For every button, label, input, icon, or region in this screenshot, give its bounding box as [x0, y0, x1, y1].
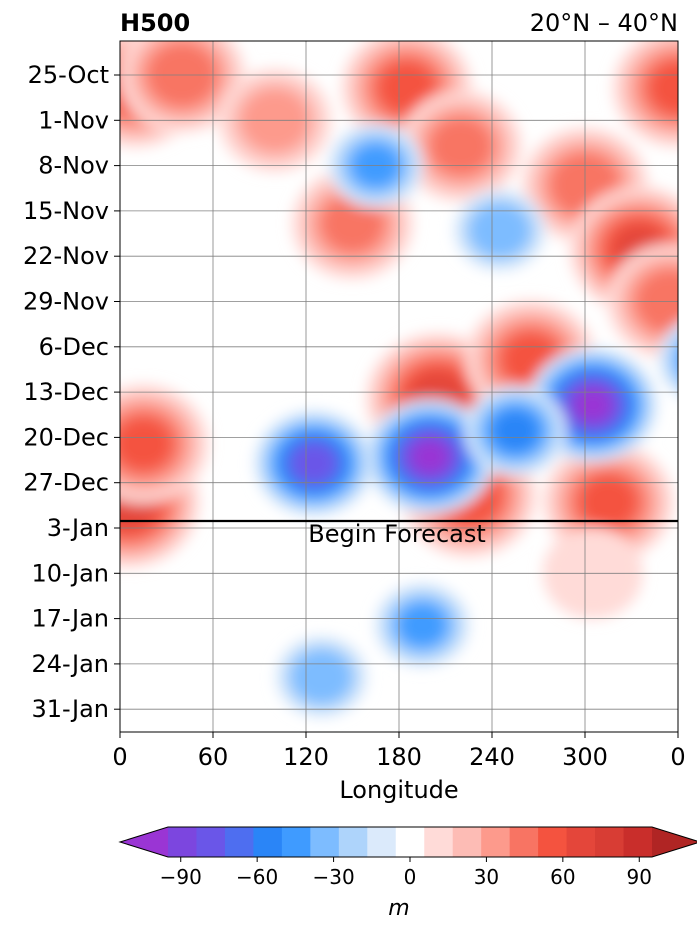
anomaly-contour [493, 411, 538, 451]
colorbar-tick-label: −60 [236, 865, 278, 889]
y-tick-label: 6-Dec [39, 333, 109, 361]
colorbar-swatch [367, 827, 397, 857]
y-tick-label: 10-Jan [31, 559, 109, 587]
x-tick-label: 0 [112, 743, 127, 771]
colorbar-tick-label: 30 [474, 865, 499, 889]
y-tick-label: 3-Jan [47, 514, 109, 542]
colorbar-swatch [168, 827, 197, 857]
colorbar-tick-label: −30 [312, 865, 354, 889]
x-tick-label: 0 [670, 743, 685, 771]
y-tick-label: 13-Dec [23, 378, 109, 406]
colorbar-swatch [509, 827, 539, 857]
y-tick-label: 22-Nov [23, 242, 109, 270]
anomaly-contour [430, 118, 492, 174]
anomaly-contour [398, 603, 447, 647]
y-tick-label: 25-Oct [28, 61, 109, 89]
anomaly-contour [687, 340, 697, 379]
y-tick-label: 15-Nov [23, 197, 109, 225]
colorbar-swatch [224, 827, 254, 857]
anomaly-contour [672, 342, 678, 377]
colorbar-swatch [310, 827, 340, 857]
x-axis: 0 60 120 180 240 300 0 [112, 732, 686, 771]
x-tick-label: 300 [562, 743, 608, 771]
anomaly-contour [575, 389, 611, 421]
anomaly-contour [291, 443, 336, 483]
y-tick-label: 31-Jan [31, 695, 109, 723]
y-tick-label: 17-Jan [31, 605, 109, 633]
colorbar-label: m [388, 896, 409, 921]
colorbar-swatch [566, 827, 596, 857]
y-tick-label: 20-Dec [23, 423, 109, 451]
anomaly-contour [470, 204, 530, 257]
x-tick-label: 60 [198, 743, 229, 771]
x-tick-label: 240 [469, 743, 515, 771]
anomaly-field [120, 41, 697, 718]
y-tick-label: 29-Nov [23, 288, 109, 316]
anomaly-contour [322, 196, 383, 252]
colorbar-swatch [338, 827, 368, 857]
grid-lines [120, 41, 678, 732]
colorbar-extend-low [120, 827, 168, 857]
y-tick-label: 27-Dec [23, 469, 109, 497]
y-axis: 25-Oct 1-Nov 8-Nov 15-Nov 22-Nov 29-Nov 6-Dec 1… [23, 61, 120, 723]
colorbar-swatch [452, 827, 482, 857]
x-axis-label: Longitude [339, 776, 458, 804]
colorbar-tick-label: 0 [404, 865, 417, 889]
anomaly-contour [665, 332, 678, 388]
chart-subtitle: 20°N – 40°N [530, 9, 678, 37]
colorbar-swatch [196, 827, 226, 857]
colorbar: −90 −60 −30 0 30 60 90 [118, 826, 697, 889]
colorbar-swatch [253, 827, 283, 857]
anomaly-contour [688, 493, 697, 588]
colorbar-outline [118, 826, 697, 858]
colorbar-tick-label: −90 [160, 865, 202, 889]
y-tick-label: 8-Nov [38, 152, 109, 180]
colorbar-extend-high [652, 827, 697, 857]
y-tick-label: 24-Jan [31, 650, 109, 678]
anomaly-contour [680, 334, 697, 386]
colorbar-tick-label: 60 [550, 865, 575, 889]
x-tick-label: 180 [376, 743, 422, 771]
colorbar-swatch [538, 827, 568, 857]
begin-forecast-label: Begin Forecast [308, 520, 486, 548]
anomaly-contour [120, 418, 172, 470]
x-tick-label: 120 [283, 743, 329, 771]
colorbar-swatch [623, 827, 653, 857]
chart-title: H500 [120, 9, 190, 37]
anomaly-contour [292, 650, 351, 703]
colorbar-swatch [281, 827, 311, 857]
colorbar-tick-label: 90 [627, 865, 652, 889]
colorbar-swatch [481, 827, 511, 857]
colorbar-swatch [424, 827, 454, 857]
anomaly-contour [580, 476, 637, 528]
colorbar-swatch [595, 827, 625, 857]
colorbar-swatch [395, 827, 425, 857]
y-tick-label: 1-Nov [38, 106, 109, 134]
anomaly-contour [412, 441, 448, 473]
